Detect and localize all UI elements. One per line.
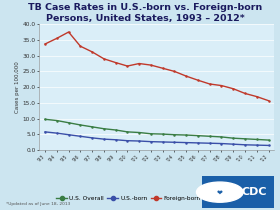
Circle shape xyxy=(197,182,243,202)
Legend: U.S. Overall, U.S.-born, Foreign-born: U.S. Overall, U.S.-born, Foreign-born xyxy=(54,193,203,203)
Text: TB Case Rates in U.S.-born vs. Foreign-born: TB Case Rates in U.S.-born vs. Foreign-b… xyxy=(29,3,263,12)
Text: CDC: CDC xyxy=(241,187,267,197)
Text: Persons, United States, 1993 – 2012*: Persons, United States, 1993 – 2012* xyxy=(46,14,245,23)
Text: ❤: ❤ xyxy=(217,189,223,195)
Text: *Updated as of June 18, 2013: *Updated as of June 18, 2013 xyxy=(6,202,70,206)
Y-axis label: Cases per 100,000: Cases per 100,000 xyxy=(15,61,20,113)
